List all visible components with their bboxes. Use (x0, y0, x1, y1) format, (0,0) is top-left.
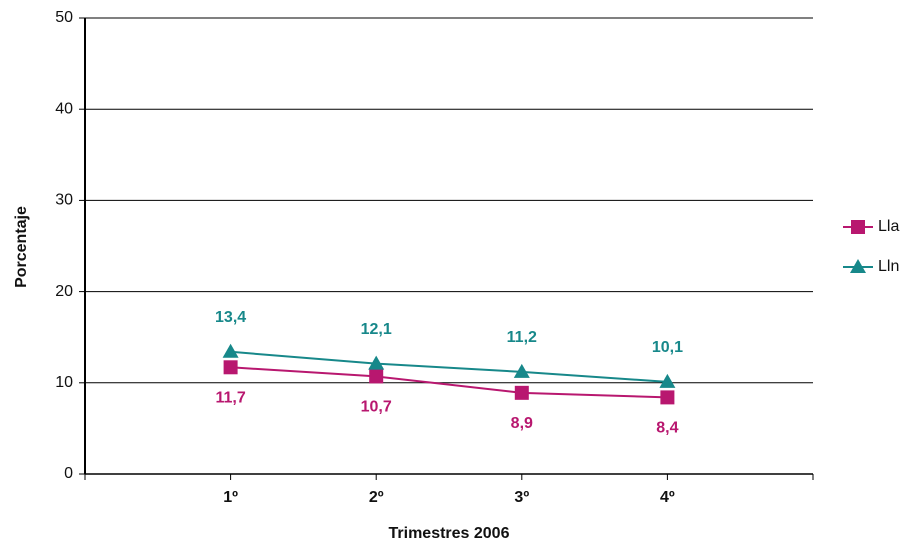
x-tick-label: 4º (660, 489, 675, 506)
x-tick-label: 1º (223, 489, 238, 506)
marker (659, 373, 676, 388)
series-line (230, 366, 668, 399)
marker (660, 390, 675, 405)
data-label: 12,1 (361, 321, 392, 338)
data-label: 8,9 (511, 415, 533, 432)
marker (369, 369, 384, 384)
data-label: 8,4 (656, 420, 678, 437)
x-tick-label: 3º (514, 489, 529, 506)
data-label: 11,7 (215, 390, 245, 407)
marker (223, 360, 238, 375)
y-axis-label: Porcentaje (13, 206, 30, 288)
y-tick-label: 20 (55, 283, 73, 300)
legend-label: Lln (878, 258, 899, 275)
y-tick-label: 40 (55, 100, 73, 117)
marker (851, 220, 865, 234)
y-tick-label: 50 (55, 9, 73, 26)
marker (513, 363, 530, 378)
y-tick-label: 10 (55, 374, 73, 391)
data-label: 13,4 (215, 309, 246, 326)
series-line (230, 350, 668, 383)
x-axis-label: Trimestres 2006 (389, 525, 510, 542)
marker (222, 343, 239, 358)
x-tick-label: 2º (369, 489, 384, 506)
marker (514, 385, 529, 400)
y-tick-label: 30 (55, 192, 73, 209)
data-label: 10,7 (361, 399, 392, 416)
marker (850, 259, 866, 273)
data-label: 11,2 (507, 329, 537, 346)
marker (368, 355, 385, 370)
data-label: 10,1 (652, 339, 683, 356)
y-tick-label: 0 (64, 465, 73, 482)
legend-label: Lla (878, 218, 899, 235)
